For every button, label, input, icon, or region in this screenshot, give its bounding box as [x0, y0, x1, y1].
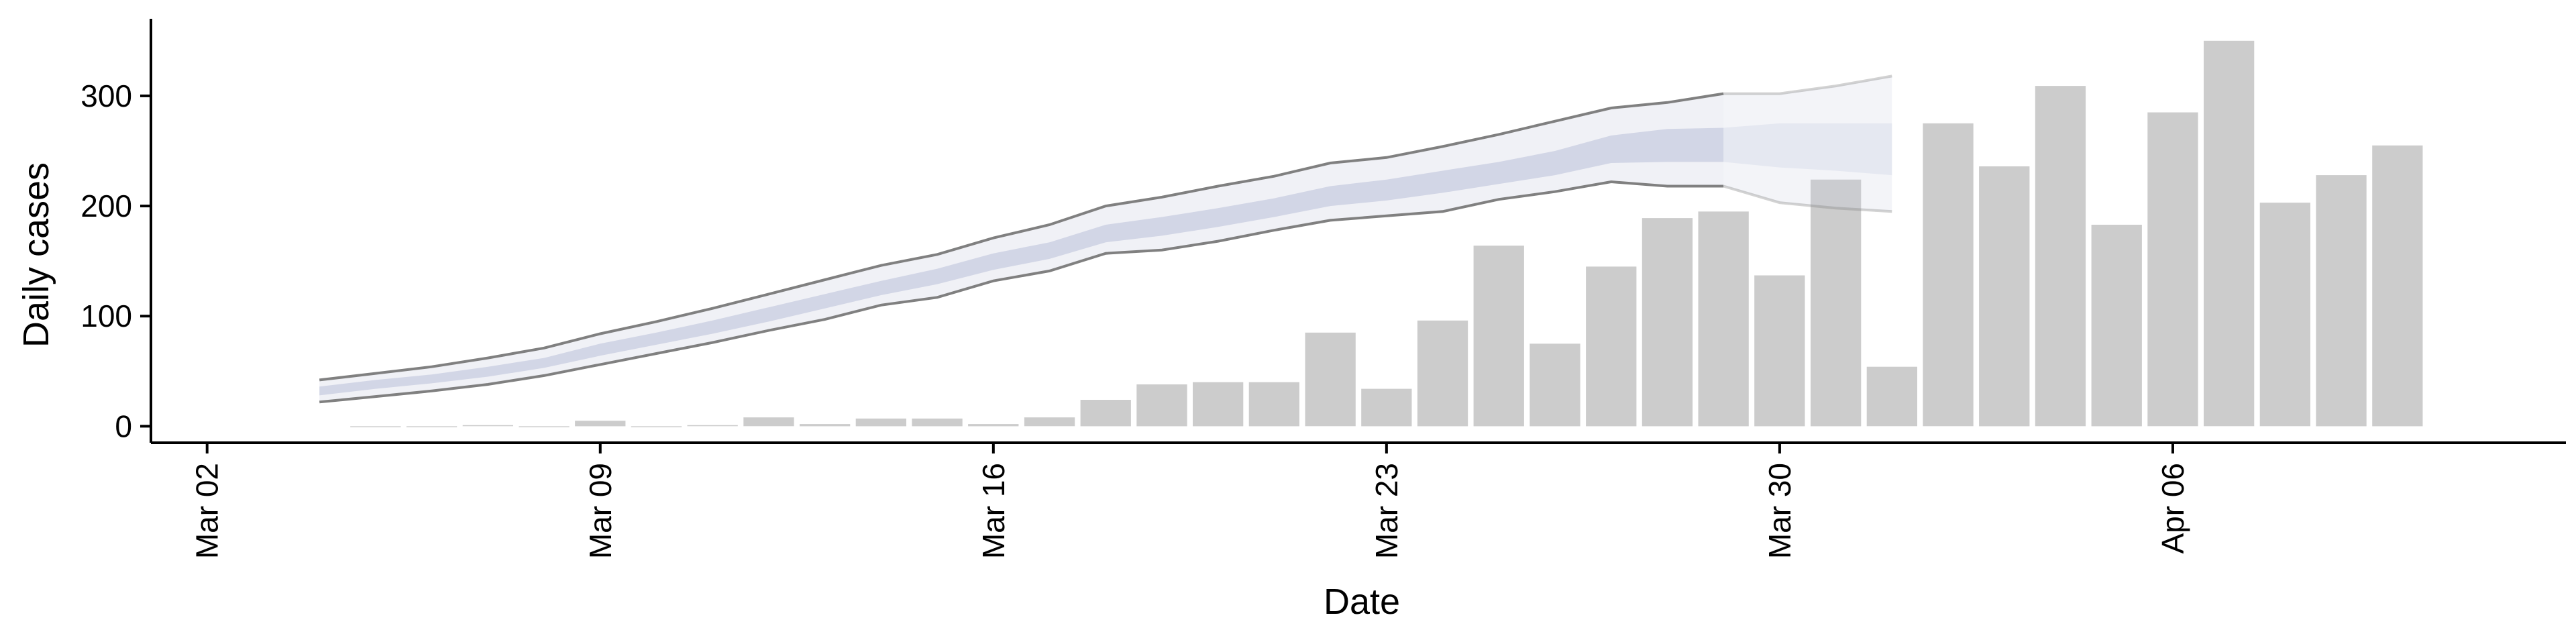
bar	[1979, 166, 2030, 427]
y-tick-label: 200	[80, 189, 132, 223]
x-tick-label: Apr 06	[2155, 463, 2190, 554]
estimate-upper-line	[319, 92, 1724, 382]
y-axis-title: Daily cases	[16, 162, 56, 347]
estimate-lower-line	[319, 180, 1724, 404]
bar	[1305, 332, 1356, 427]
bar	[1811, 179, 1862, 427]
bar	[1361, 388, 1412, 427]
bar	[2147, 112, 2198, 427]
bar	[855, 418, 906, 427]
bar	[912, 418, 963, 427]
bar	[1473, 246, 1524, 427]
bar	[1193, 382, 1244, 427]
estimate-band-50	[319, 127, 1724, 396]
bars	[350, 40, 2423, 427]
bar	[1417, 320, 1468, 427]
bar	[1642, 218, 1693, 427]
forecast-lower-line	[1723, 184, 1892, 213]
bar	[1866, 366, 1917, 427]
forecast-upper-line	[1723, 74, 1892, 95]
bar	[800, 424, 851, 427]
bar	[968, 424, 1019, 427]
y-tick-label: 0	[115, 409, 132, 443]
y-tick-label: 100	[80, 299, 132, 333]
bar	[2035, 86, 2086, 427]
x-tick-label: Mar 30	[1762, 463, 1797, 559]
x-tick-label: Mar 09	[583, 463, 618, 559]
x-tick-label: Mar 16	[976, 463, 1011, 559]
bar	[2372, 145, 2423, 427]
bar	[1754, 275, 1805, 427]
y-tick-label: 300	[80, 78, 132, 113]
bar	[575, 421, 626, 427]
x-axis-title: Date	[1324, 582, 1400, 622]
bar	[743, 417, 794, 427]
x-tick-label: Mar 02	[190, 463, 225, 559]
x-tick-label: Mar 23	[1369, 463, 1404, 559]
bar	[1080, 400, 1131, 427]
bar	[2204, 40, 2255, 427]
bar	[1529, 343, 1580, 427]
forecast-bands	[1723, 74, 1892, 213]
bar	[1923, 123, 1974, 427]
bar	[1586, 266, 1637, 427]
bar	[1136, 384, 1187, 427]
bar	[519, 426, 570, 427]
bar	[2091, 225, 2142, 427]
forecast-band-50	[1723, 123, 1892, 176]
estimate-bands	[319, 92, 1724, 404]
bar	[2316, 175, 2367, 427]
bar	[631, 426, 682, 427]
forecast-band-90	[1723, 76, 1892, 212]
axes: 0 100 200 300 Mar 02 Mar 09 Mar 16 Mar 23 Mar 30…	[80, 19, 2566, 559]
bar	[350, 426, 401, 427]
bar	[1698, 211, 1749, 427]
bar	[462, 425, 513, 427]
bar	[2259, 203, 2310, 427]
bar	[1024, 417, 1075, 427]
bar	[406, 426, 458, 427]
bar	[687, 425, 738, 427]
bar	[1248, 382, 1299, 427]
